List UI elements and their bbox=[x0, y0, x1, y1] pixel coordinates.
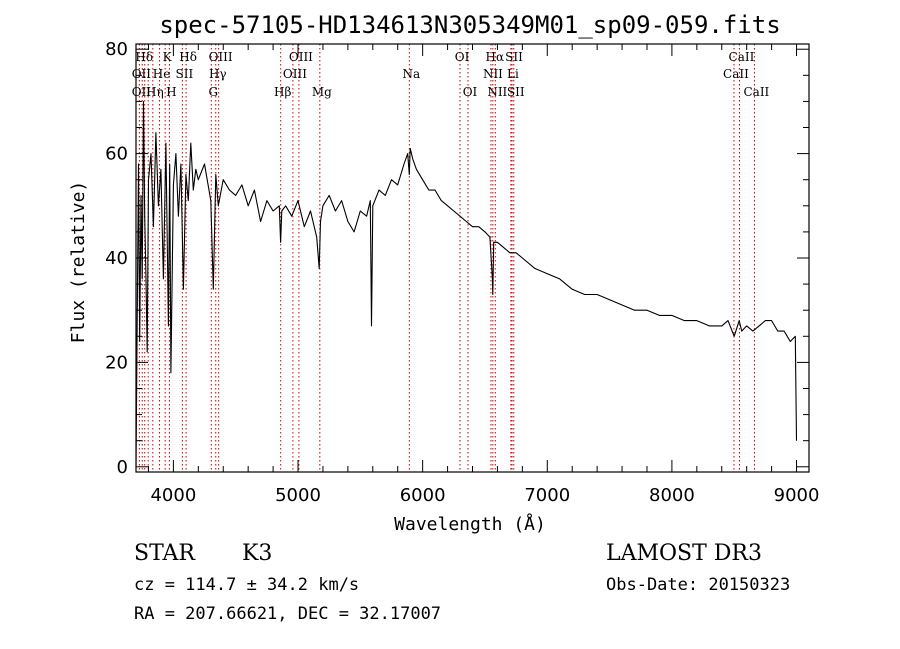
x-tick-label-6000: 6000 bbox=[400, 485, 446, 506]
emission-line-markers bbox=[138, 44, 755, 472]
x-tick-label-8000: 8000 bbox=[649, 485, 695, 506]
line-label-19: Hη bbox=[146, 85, 164, 99]
object-subclass: K3 bbox=[242, 541, 272, 566]
line-label-15: NII bbox=[483, 67, 503, 81]
line-label-20: H bbox=[166, 85, 176, 99]
survey-name: LAMOST DR3 bbox=[606, 541, 762, 566]
line-label-1: K bbox=[163, 50, 173, 64]
line-label-16: Li bbox=[507, 67, 519, 81]
line-label-5: OI bbox=[455, 50, 470, 64]
y-axis-label: Flux (relative) bbox=[68, 181, 89, 344]
line-label-17: CaII bbox=[723, 67, 749, 81]
line-label-2: Hδ bbox=[179, 50, 197, 64]
x-tick-label-9000: 9000 bbox=[774, 485, 820, 506]
line-label-12: Hγ bbox=[209, 67, 227, 81]
line-label-11: SII bbox=[176, 67, 194, 81]
chart-title: spec-57105-HD134613N305349M01_sp09-059.f… bbox=[159, 11, 780, 39]
x-axis-label: Wavelength (Å) bbox=[394, 513, 546, 535]
x-tick-label-7000: 7000 bbox=[524, 485, 570, 506]
line-label-4: OIII bbox=[289, 50, 313, 64]
spectrum-series-line bbox=[135, 100, 798, 467]
line-label-14: Na bbox=[402, 67, 420, 81]
line-label-24: OI bbox=[463, 85, 478, 99]
line-label-9: OII bbox=[132, 67, 152, 81]
y-tick-label-40: 40 bbox=[105, 248, 128, 269]
line-label-8: CaII bbox=[729, 50, 755, 64]
y-tick-label-80: 80 bbox=[105, 39, 128, 60]
plot-area bbox=[135, 100, 798, 467]
obs-date: Obs-Date: 20150323 bbox=[606, 575, 790, 595]
x-tick-label-5000: 5000 bbox=[275, 485, 321, 506]
line-label-22: Hβ bbox=[274, 85, 291, 99]
line-label-27: CaII bbox=[743, 85, 769, 99]
line-label-3: OIII bbox=[209, 50, 233, 64]
plot-frame bbox=[135, 43, 810, 473]
line-label-7: SII bbox=[505, 50, 523, 64]
axes: 4000 5000 6000 7000 8000 9000 0 20 40 60 80 bbox=[105, 39, 819, 506]
line-label-0: Hδ bbox=[135, 50, 153, 64]
line-label-21: G bbox=[208, 85, 218, 99]
object-class: STAR bbox=[134, 541, 196, 566]
line-label-6: Hα bbox=[486, 50, 505, 64]
ra-dec: RA = 207.66621, DEC = 32.17007 bbox=[134, 604, 441, 624]
y-tick-label-20: 20 bbox=[105, 352, 128, 373]
line-label-23: Mg bbox=[312, 85, 332, 99]
line-label-25: NII bbox=[487, 85, 507, 99]
redshift-cz: cz = 114.7 ± 34.2 km/s bbox=[134, 575, 359, 595]
x-tick-label-4000: 4000 bbox=[150, 485, 196, 506]
line-label-26: SII bbox=[507, 85, 525, 99]
y-tick-label-0: 0 bbox=[117, 457, 128, 478]
line-label-10: He bbox=[153, 67, 171, 81]
y-tick-label-60: 60 bbox=[105, 144, 128, 165]
line-label-13: OIII bbox=[283, 67, 307, 81]
